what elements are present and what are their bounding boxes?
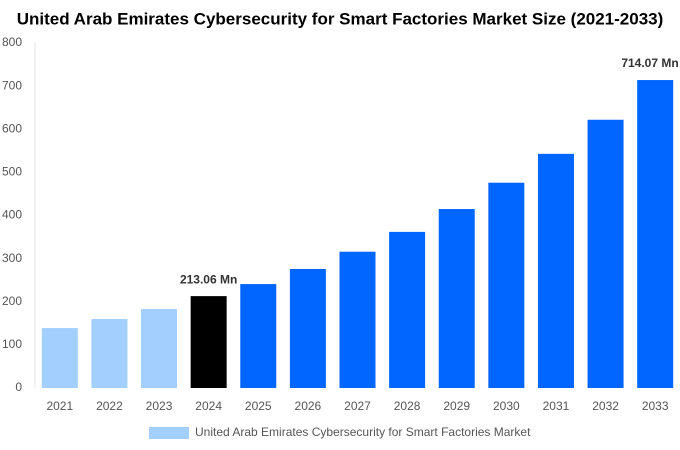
y-tick-label: 0 (15, 380, 22, 394)
y-tick-label: 100 (2, 337, 22, 351)
x-tick-label: 2025 (245, 399, 272, 413)
y-tick-label: 800 (2, 35, 22, 49)
bar (339, 251, 376, 388)
y-tick-label: 300 (2, 251, 22, 265)
y-tick-label: 400 (2, 208, 22, 222)
bar (41, 328, 78, 388)
x-tick-label: 2030 (493, 399, 520, 413)
bar (91, 319, 128, 388)
x-tick-label: 2029 (443, 399, 470, 413)
x-tick-label: 2026 (295, 399, 322, 413)
bar (240, 284, 277, 388)
value-label: 714.07 Mn (621, 56, 678, 70)
y-tick-label: 700 (2, 78, 22, 92)
legend-label: United Arab Emirates Cybersecurity for S… (195, 425, 531, 439)
y-tick-label: 600 (2, 121, 22, 135)
x-tick-label: 2031 (543, 399, 570, 413)
value-label: 213.06 Mn (180, 272, 237, 286)
bar (438, 209, 475, 388)
y-tick-label: 200 (2, 294, 22, 308)
x-tick-label: 2027 (344, 399, 371, 413)
bar (537, 153, 574, 388)
bar (141, 309, 178, 388)
x-tick-label: 2033 (642, 399, 669, 413)
bar (190, 296, 227, 388)
bar (488, 182, 525, 388)
chart-title: United Arab Emirates Cybersecurity for S… (17, 9, 664, 28)
y-tick-label: 500 (2, 165, 22, 179)
x-tick-label: 2024 (195, 399, 222, 413)
legend-swatch (149, 427, 189, 439)
x-tick-label: 2022 (96, 399, 123, 413)
x-tick-label: 2023 (146, 399, 173, 413)
bar (289, 268, 326, 388)
x-tick-label: 2021 (46, 399, 73, 413)
x-tick-label: 2028 (394, 399, 421, 413)
bar (587, 119, 624, 388)
bar (389, 231, 426, 388)
x-tick-label: 2032 (592, 399, 619, 413)
bar (637, 80, 674, 388)
